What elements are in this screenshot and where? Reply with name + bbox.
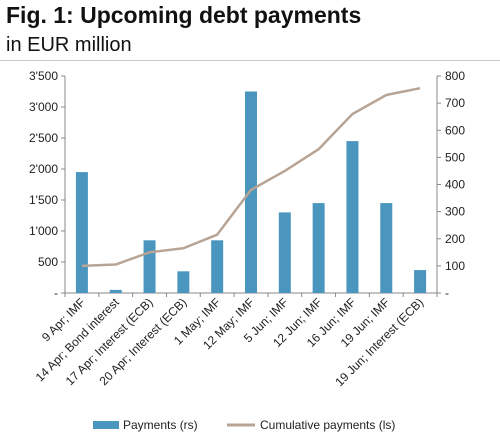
chart-subtitle: in EUR million (6, 34, 132, 56)
bar (109, 289, 122, 293)
left-tick-label: 500 (38, 255, 58, 269)
left-tick-label: 3'500 (29, 69, 58, 83)
bar-series (75, 91, 427, 293)
left-tick-label: 1'000 (29, 224, 58, 238)
right-tick-label: 100 (445, 259, 465, 273)
left-tick-label: 1'500 (29, 193, 58, 207)
right-tick-label: 600 (445, 123, 465, 137)
chart-title: Fig. 1: Upcoming debt payments (6, 2, 362, 28)
right-tick-label: 400 (445, 178, 465, 192)
left-tick-label: 2'500 (29, 131, 58, 145)
right-tick-label: 200 (445, 232, 465, 246)
bar (278, 212, 291, 293)
title-divider (0, 60, 500, 61)
bar (346, 141, 359, 293)
left-tick-label: 2'000 (29, 162, 58, 176)
bar (211, 240, 224, 293)
bar (245, 91, 257, 293)
right-tick-label: 700 (445, 96, 465, 110)
legend-swatch-payments (93, 421, 119, 429)
bar (143, 240, 156, 293)
left-tick-label: - (54, 286, 58, 300)
left-tick-label: 3'000 (29, 100, 58, 114)
bar (75, 172, 88, 293)
line-series (81, 86, 421, 268)
bar (414, 270, 427, 293)
bar (177, 271, 190, 293)
right-tick-label: 500 (445, 150, 465, 164)
legend-label-payments: Payments (rs) (123, 418, 198, 432)
legend-label-cumulative: Cumulative payments (ls) (260, 418, 395, 432)
right-tick-label: 300 (445, 205, 465, 219)
right-tick-label: - (445, 286, 449, 300)
bar (380, 203, 393, 293)
right-tick-label: 800 (445, 69, 465, 83)
legend: Payments (rs) Cumulative payments (ls) (93, 418, 395, 432)
chart-axes: - 500 1'000 1'500 2'000 2'500 3'000 3'500 - 100 20… (29, 69, 465, 300)
bar (312, 203, 325, 293)
